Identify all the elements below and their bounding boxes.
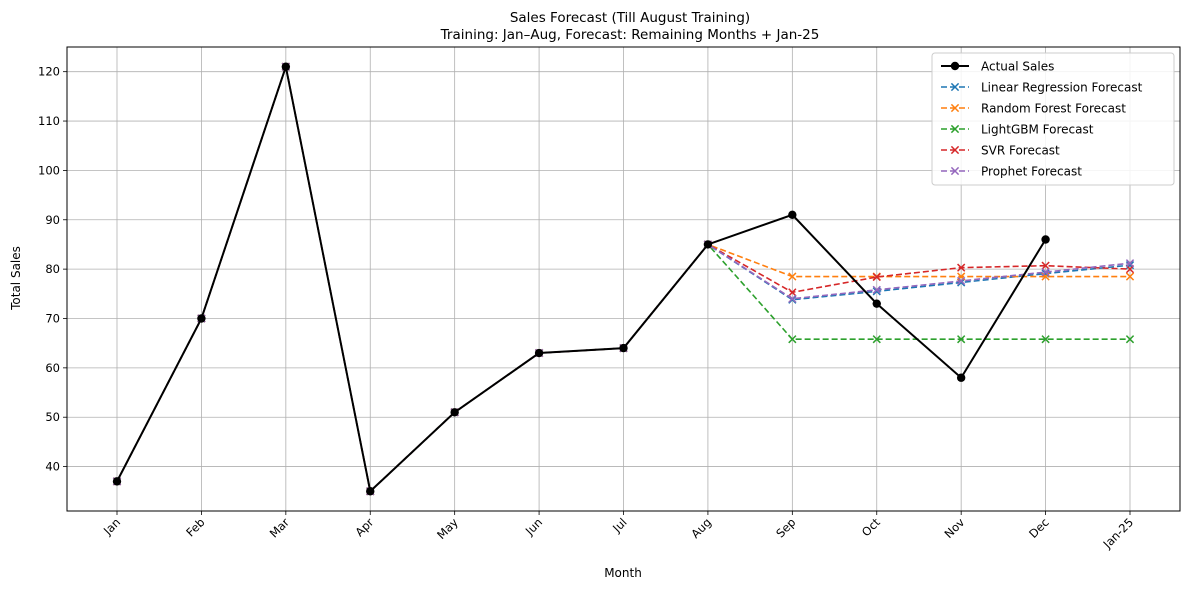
x-axis-label: Month [604, 566, 642, 580]
legend-label: Actual Sales [981, 60, 1054, 74]
data-point [872, 285, 881, 294]
x-tick-label: Mar [267, 515, 292, 540]
legend-marker [950, 166, 960, 176]
x-tick-label: Oct [859, 515, 883, 539]
legend-box [931, 52, 1175, 186]
x-tick-label: Jun [522, 515, 545, 538]
y-axis-label: Total Sales [9, 246, 23, 311]
legend-label: Random Forest Forecast [981, 102, 1126, 116]
x-tick-label: Jan-25 [1100, 515, 1136, 551]
series-line [116, 62, 1047, 494]
data-point [534, 348, 544, 358]
data-point [1041, 261, 1050, 270]
data-point [872, 299, 881, 308]
data-point [788, 294, 797, 303]
chart-subtitle: Training: Jan–Aug, Forecast: Remaining M… [440, 27, 820, 43]
data-point [1125, 259, 1135, 268]
data-point [872, 335, 881, 344]
legend-marker [950, 61, 960, 71]
data-point [956, 373, 966, 382]
x-tick-label: Feb [183, 515, 207, 539]
legend-label: Linear Regression Forecast [981, 81, 1143, 95]
data-point [1125, 264, 1135, 274]
data-point [281, 62, 291, 71]
data-point [957, 335, 966, 344]
legend-marker [950, 124, 960, 134]
y-tick-label: 90 [45, 213, 60, 227]
data-point [366, 487, 375, 496]
y-tick-label: 40 [45, 460, 60, 474]
legend-entry: Actual Sales [941, 60, 1054, 74]
data-point [197, 314, 206, 323]
series-layer [112, 62, 1135, 496]
data-point [788, 272, 797, 281]
y-tick-label: 50 [45, 410, 60, 424]
y-tick-label: 80 [45, 262, 60, 276]
y-tick-label: 110 [38, 114, 60, 128]
data-point [450, 408, 459, 417]
data-point [788, 335, 797, 344]
x-tick-label: Apr [352, 515, 376, 539]
data-point [1041, 267, 1050, 277]
data-point [957, 263, 966, 272]
y-tick-label: 120 [38, 65, 60, 79]
legend-marker [950, 145, 960, 155]
data-point [1125, 335, 1135, 344]
legend-marker [950, 103, 960, 113]
legend-label: SVR Forecast [981, 144, 1060, 158]
x-tick-label: Nov [942, 515, 968, 541]
x-tick-label: Aug [688, 515, 714, 541]
legend-entry: Linear Regression Forecast [941, 81, 1143, 95]
x-tick-label: May [434, 515, 461, 542]
legend-marker [950, 82, 960, 92]
x-tick-label: Jan [100, 515, 123, 538]
chart-title: Sales Forecast (Till August Training) [510, 10, 750, 26]
x-tick-label: Sep [773, 515, 798, 540]
data-point [112, 477, 122, 486]
legend-entry: SVR Forecast [941, 144, 1060, 158]
data-point [957, 278, 966, 287]
legend-label: Prophet Forecast [981, 165, 1082, 179]
legend-label: LightGBM Forecast [981, 123, 1094, 137]
y-tick-label: 100 [38, 163, 60, 177]
data-point [1041, 235, 1050, 244]
y-tick-label: 60 [45, 361, 60, 375]
data-point [619, 343, 628, 353]
legend: Actual Sales Linear Regression Forecast Ra… [931, 52, 1175, 186]
data-point [1041, 335, 1050, 344]
data-point [1125, 272, 1135, 281]
data-point [703, 240, 713, 249]
legend-entry: Random Forest Forecast [941, 102, 1126, 116]
x-tick-label: Jul [609, 515, 629, 535]
data-point [957, 276, 966, 286]
data-point [788, 210, 797, 220]
x-tick-label: Dec [1026, 515, 1052, 541]
data-point [788, 288, 797, 297]
y-tick-label: 70 [45, 311, 60, 325]
series-actual-sales [112, 62, 1050, 496]
legend-entry: Prophet Forecast [941, 165, 1082, 179]
data-point [872, 272, 881, 282]
legend-entry: LightGBM Forecast [941, 123, 1094, 137]
